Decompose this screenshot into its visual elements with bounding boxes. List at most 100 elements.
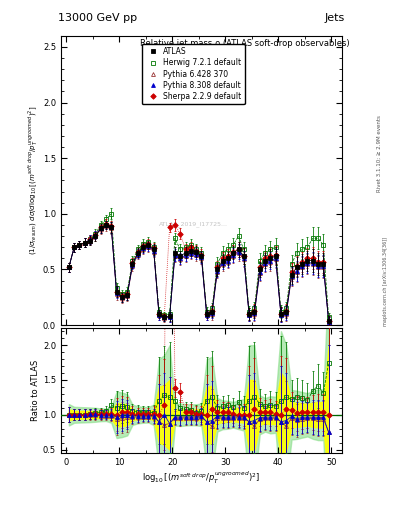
ATLAS — [247, 311, 252, 317]
Pythia 6.428 370 — [305, 261, 310, 267]
Sherpa 2.2.9 default — [257, 264, 262, 270]
Pythia 6.428 370 — [88, 238, 92, 244]
Pythia 6.428 370 — [130, 263, 135, 269]
Sherpa 2.2.9 default — [183, 246, 188, 252]
Legend: ATLAS, Herwig 7.2.1 default, Pythia 6.428 370, Pythia 8.308 default, Sherpa 2.2.: ATLAS, Herwig 7.2.1 default, Pythia 6.42… — [142, 44, 244, 104]
Sherpa 2.2.9 default — [119, 293, 124, 299]
ATLAS — [104, 222, 108, 228]
Herwig 7.2.1 default — [209, 305, 214, 311]
Herwig 7.2.1 default — [72, 244, 77, 250]
Sherpa 2.2.9 default — [98, 224, 103, 230]
Pythia 6.428 370 — [157, 312, 162, 318]
Herwig 7.2.1 default — [178, 246, 183, 252]
Herwig 7.2.1 default — [167, 311, 172, 317]
Herwig 7.2.1 default — [289, 261, 294, 267]
Text: Rivet 3.1.10; ≥ 2.9M events: Rivet 3.1.10; ≥ 2.9M events — [377, 115, 382, 192]
Pythia 6.428 370 — [241, 257, 246, 263]
Herwig 7.2.1 default — [284, 305, 288, 311]
ATLAS — [167, 313, 172, 319]
Pythia 8.308 default — [199, 254, 204, 260]
Pythia 8.308 default — [220, 260, 225, 266]
Pythia 8.308 default — [141, 245, 145, 251]
ATLAS — [183, 250, 188, 256]
Herwig 7.2.1 default — [183, 244, 188, 250]
Sherpa 2.2.9 default — [252, 308, 257, 314]
Pythia 6.428 370 — [98, 226, 103, 232]
ATLAS — [279, 311, 283, 317]
Pythia 8.308 default — [279, 312, 283, 318]
Pythia 6.428 370 — [83, 240, 87, 246]
Pythia 6.428 370 — [119, 295, 124, 302]
Sherpa 2.2.9 default — [300, 259, 305, 265]
Pythia 6.428 370 — [226, 259, 230, 265]
Pythia 6.428 370 — [151, 249, 156, 255]
Pythia 8.308 default — [98, 225, 103, 231]
ATLAS — [109, 224, 114, 230]
Sherpa 2.2.9 default — [72, 244, 77, 250]
Herwig 7.2.1 default — [252, 305, 257, 311]
Pythia 8.308 default — [316, 263, 320, 269]
ATLAS — [66, 264, 71, 270]
Text: 13000 GeV pp: 13000 GeV pp — [58, 13, 137, 23]
Pythia 6.428 370 — [204, 312, 209, 318]
Line: Sherpa 2.2.9 default: Sherpa 2.2.9 default — [67, 222, 331, 323]
Pythia 6.428 370 — [162, 315, 167, 322]
Sherpa 2.2.9 default — [294, 263, 299, 269]
Sherpa 2.2.9 default — [326, 317, 331, 324]
ATLAS — [226, 255, 230, 262]
Herwig 7.2.1 default — [310, 236, 315, 242]
Pythia 6.428 370 — [77, 242, 82, 248]
Pythia 8.308 default — [83, 240, 87, 246]
Pythia 6.428 370 — [215, 269, 220, 275]
Pythia 6.428 370 — [316, 264, 320, 270]
ATLAS — [220, 258, 225, 264]
ATLAS — [125, 292, 130, 298]
ATLAS — [289, 272, 294, 278]
Pythia 6.428 370 — [273, 257, 278, 263]
Pythia 8.308 default — [268, 258, 273, 264]
Pythia 8.308 default — [114, 290, 119, 296]
Pythia 6.428 370 — [66, 264, 71, 270]
Pythia 6.428 370 — [300, 264, 305, 270]
Pythia 8.308 default — [226, 258, 230, 264]
Herwig 7.2.1 default — [215, 261, 220, 267]
Pythia 6.428 370 — [279, 312, 283, 318]
Pythia 8.308 default — [93, 232, 98, 238]
Pythia 8.308 default — [236, 249, 241, 255]
Line: ATLAS: ATLAS — [67, 223, 331, 323]
Pythia 8.308 default — [289, 273, 294, 279]
Sherpa 2.2.9 default — [114, 289, 119, 295]
Pythia 6.428 370 — [294, 269, 299, 275]
Herwig 7.2.1 default — [104, 217, 108, 223]
ATLAS — [204, 311, 209, 317]
Pythia 6.428 370 — [268, 259, 273, 265]
Herwig 7.2.1 default — [146, 239, 151, 245]
Pythia 8.308 default — [294, 268, 299, 274]
Pythia 6.428 370 — [72, 244, 77, 250]
Herwig 7.2.1 default — [125, 289, 130, 295]
Pythia 6.428 370 — [257, 270, 262, 276]
Pythia 8.308 default — [247, 312, 252, 318]
Pythia 6.428 370 — [263, 261, 267, 267]
ATLAS — [257, 266, 262, 272]
Herwig 7.2.1 default — [316, 236, 320, 242]
Pythia 8.308 default — [178, 255, 183, 262]
Sherpa 2.2.9 default — [130, 260, 135, 266]
ATLAS — [130, 261, 135, 267]
Pythia 8.308 default — [300, 263, 305, 269]
Sherpa 2.2.9 default — [189, 244, 193, 250]
Herwig 7.2.1 default — [194, 246, 198, 252]
ATLAS — [157, 311, 162, 317]
ATLAS — [98, 225, 103, 231]
Pythia 6.428 370 — [93, 233, 98, 239]
Sherpa 2.2.9 default — [209, 308, 214, 314]
Pythia 8.308 default — [125, 292, 130, 298]
Sherpa 2.2.9 default — [157, 311, 162, 317]
Herwig 7.2.1 default — [83, 240, 87, 246]
Sherpa 2.2.9 default — [109, 223, 114, 229]
Text: Relative jet mass ρ (ATLAS soft-drop observables): Relative jet mass ρ (ATLAS soft-drop obs… — [140, 39, 349, 48]
Pythia 6.428 370 — [136, 252, 140, 258]
Sherpa 2.2.9 default — [199, 252, 204, 258]
Pythia 8.308 default — [157, 312, 162, 318]
Herwig 7.2.1 default — [93, 231, 98, 237]
